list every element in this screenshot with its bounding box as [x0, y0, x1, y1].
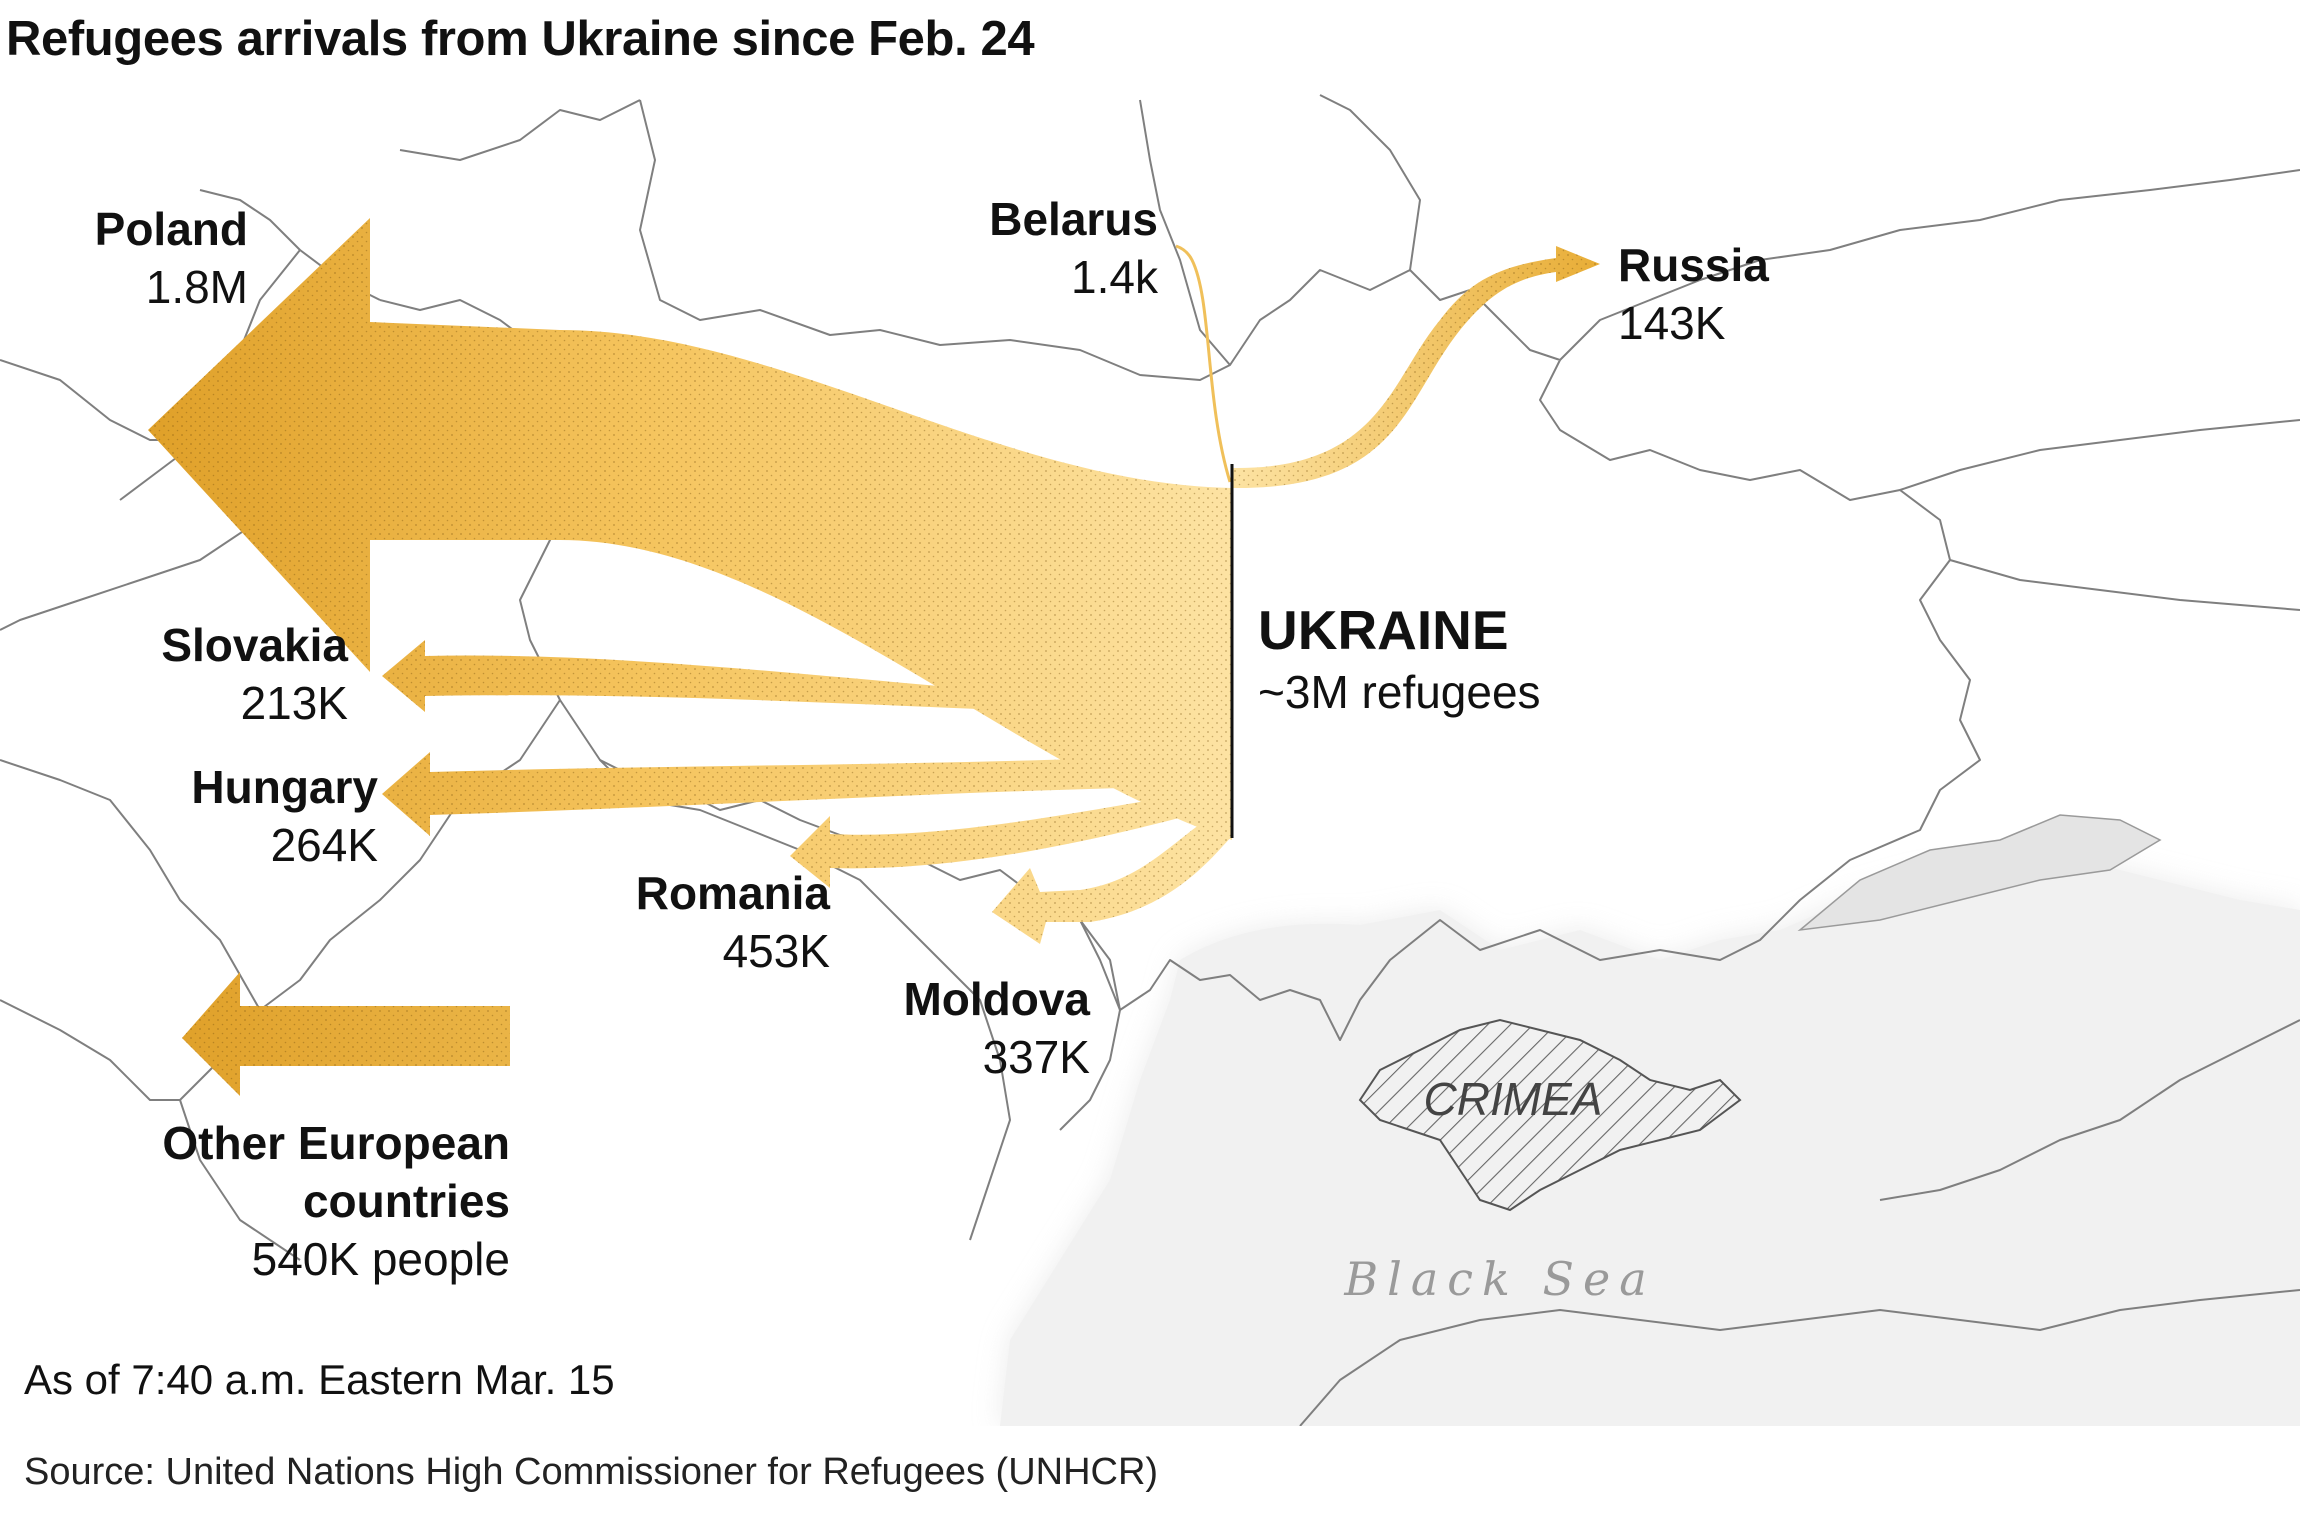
arrow-poland: [148, 218, 1232, 840]
arrow-moldova: [992, 804, 1232, 944]
crimea-region: [1358, 1018, 1742, 1212]
refugee-count-moldova: 337K: [982, 1031, 1090, 1083]
label-belarus: Belarus 1.4k: [880, 190, 1158, 306]
refugee-count-romania: 453K: [722, 925, 830, 977]
country-name-hungary: Hungary: [191, 761, 378, 813]
timestamp-note: As of 7:40 a.m. Eastern Mar. 15: [24, 1356, 615, 1403]
arrow-romania: [790, 786, 1232, 888]
label-ukraine: UKRAINE ~3M refugees: [1258, 597, 1541, 721]
other-europe-name-line-2: countries: [302, 1175, 510, 1227]
country-name-russia: Russia: [1618, 239, 1769, 291]
origin-refugee-total: ~3M refugees: [1258, 666, 1541, 718]
country-name-romania: Romania: [635, 867, 830, 919]
label-russia: Russia 143K: [1618, 236, 1769, 352]
arrow-slovakia: [382, 640, 1232, 716]
label-romania: Romania 453K: [560, 864, 830, 980]
refugee-count-slovakia: 213K: [240, 677, 348, 729]
label-other-europe: Other European countries 540K people: [80, 1114, 510, 1288]
country-name-poland: Poland: [94, 203, 248, 255]
country-name-slovakia: Slovakia: [161, 619, 348, 671]
label-slovakia: Slovakia 213K: [100, 616, 348, 732]
label-hungary: Hungary 264K: [120, 758, 378, 874]
arrow-hungary: [382, 752, 1232, 836]
country-name-moldova: Moldova: [903, 973, 1090, 1025]
country-name-belarus: Belarus: [989, 193, 1158, 245]
refugee-flow-map: [0, 94, 2300, 1426]
arrow-russia: [1232, 246, 1600, 489]
page-title: Refugees arrivals from Ukraine since Feb…: [6, 12, 1035, 66]
source-note: Source: United Nations High Commissioner…: [24, 1451, 1159, 1493]
other-europe-name-line-1: Other European: [162, 1117, 510, 1169]
origin-name: UKRAINE: [1258, 599, 1509, 661]
label-poland: Poland 1.8M: [40, 200, 248, 316]
refugee-count-russia: 143K: [1618, 297, 1726, 349]
arrow-belarus: [1175, 244, 1232, 483]
crimea-label: CRIMEA: [1423, 1073, 1603, 1125]
flow-arrows: [148, 218, 1600, 1096]
sea-of-azov: [1797, 814, 2162, 932]
arrow-other-europe: [182, 972, 510, 1096]
black-sea-label: Black Sea: [1344, 1252, 1656, 1306]
refugee-count-other-europe: 540K people: [251, 1233, 510, 1285]
refugee-count-hungary: 264K: [270, 819, 378, 871]
refugee-count-belarus: 1.4k: [1071, 251, 1158, 303]
refugee-count-poland: 1.8M: [145, 261, 248, 313]
label-moldova: Moldova 337K: [840, 970, 1090, 1086]
